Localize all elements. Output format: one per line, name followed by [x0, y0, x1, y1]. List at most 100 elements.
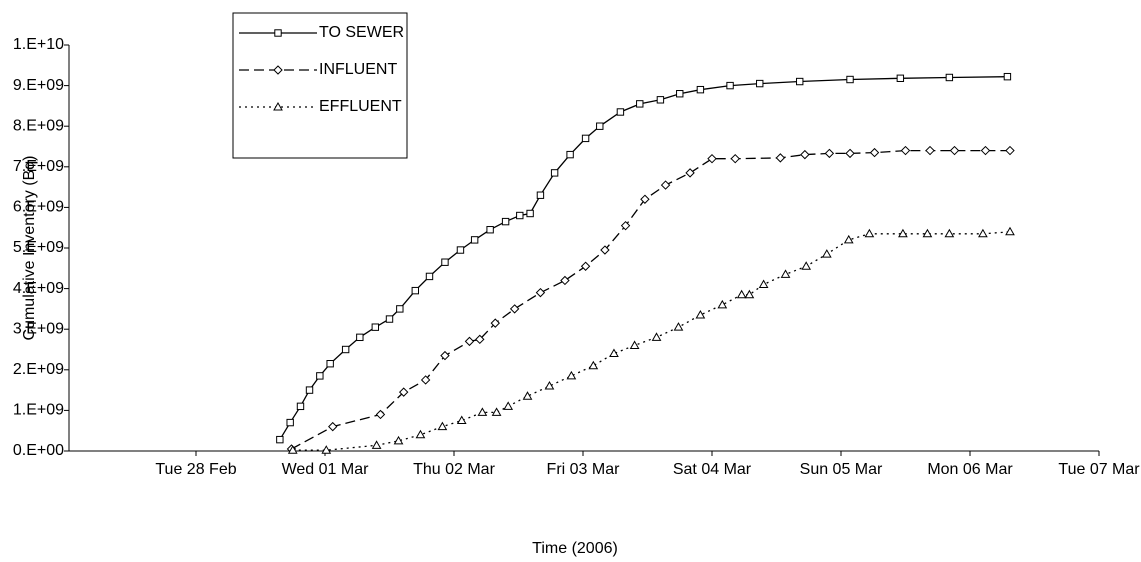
legend-label: TO SEWER — [319, 24, 404, 41]
marker — [536, 191, 545, 199]
marker — [581, 134, 590, 143]
marker — [620, 220, 631, 231]
marker — [273, 65, 283, 75]
marker — [276, 435, 284, 444]
marker — [780, 269, 791, 278]
marker — [544, 381, 555, 390]
marker — [396, 305, 404, 313]
marker — [945, 73, 954, 82]
marker — [516, 211, 524, 220]
marker — [274, 29, 282, 37]
marker — [896, 74, 905, 82]
marker — [616, 108, 625, 116]
marker — [566, 150, 574, 159]
y-tick-label: 6.E+09 — [13, 199, 64, 216]
marker — [656, 96, 665, 104]
marker — [596, 122, 604, 130]
marker — [900, 145, 911, 156]
marker — [758, 279, 769, 289]
marker — [437, 421, 448, 431]
marker — [464, 336, 475, 347]
marker — [730, 153, 740, 164]
marker — [371, 323, 380, 331]
marker — [393, 435, 404, 445]
marker — [796, 77, 804, 86]
marker — [456, 415, 467, 425]
y-tick-label: 0.E+00 — [13, 442, 64, 459]
y-tick-label: 3.E+09 — [13, 320, 64, 337]
marker — [922, 228, 933, 238]
marker — [535, 287, 546, 298]
marker — [775, 153, 786, 163]
x-tick-label: Wed 01 Mar — [282, 461, 370, 478]
marker — [560, 275, 570, 286]
marker — [491, 407, 502, 416]
marker — [425, 272, 434, 281]
marker — [456, 246, 465, 254]
marker — [846, 75, 854, 84]
marker — [685, 168, 695, 178]
y-tick-label: 8.E+09 — [13, 117, 64, 134]
marker — [801, 261, 812, 270]
marker — [588, 360, 599, 370]
marker — [441, 258, 449, 266]
marker — [273, 101, 283, 111]
marker — [398, 387, 409, 397]
marker — [566, 370, 577, 380]
marker — [375, 409, 386, 420]
marker — [316, 372, 324, 380]
y-tick-label: 1.E+10 — [13, 36, 64, 53]
marker — [600, 245, 610, 255]
legend-label: INFLUENT — [319, 61, 397, 78]
marker — [949, 145, 960, 156]
marker — [470, 236, 479, 244]
marker — [1003, 72, 1012, 81]
x-tick-label: Fri 03 Mar — [547, 461, 621, 478]
marker — [411, 286, 420, 295]
marker — [503, 401, 514, 410]
marker — [925, 145, 935, 156]
marker — [550, 169, 559, 177]
marker — [864, 228, 875, 238]
marker — [341, 345, 350, 354]
marker — [717, 299, 728, 309]
marker — [580, 261, 591, 271]
y-tick-label: 7.E+09 — [13, 158, 64, 175]
marker — [944, 228, 955, 238]
series-line — [291, 149, 1010, 450]
marker — [1005, 226, 1015, 236]
y-tick-label: 2.E+09 — [13, 361, 64, 378]
marker — [980, 145, 991, 156]
y-tick-label: 9.E+09 — [13, 77, 64, 94]
marker — [636, 100, 644, 108]
marker — [843, 234, 854, 244]
marker — [744, 289, 755, 299]
x-tick-label: Sat 04 Mar — [673, 461, 752, 478]
marker — [440, 350, 450, 361]
marker — [695, 309, 706, 319]
y-tick-label: 5.E+09 — [13, 239, 64, 256]
marker — [660, 180, 671, 190]
marker — [726, 81, 734, 90]
marker — [676, 90, 684, 98]
legend-label: EFFLUENT — [319, 98, 402, 115]
marker — [286, 418, 294, 427]
marker — [673, 322, 684, 331]
x-tick-label: Sun 05 Mar — [800, 461, 883, 478]
marker — [845, 148, 855, 159]
marker — [696, 85, 705, 94]
marker — [821, 249, 832, 258]
marker — [490, 318, 500, 328]
marker — [800, 149, 810, 160]
x-axis-title: Time (2006) — [532, 540, 618, 557]
marker — [978, 228, 988, 238]
marker — [522, 391, 533, 400]
marker — [651, 332, 662, 341]
legend: TO SEWER INFLUENT EFFLUENT — [232, 12, 408, 159]
marker — [415, 429, 426, 439]
y-axis-title: Cumulative Inventory (Bq) — [21, 156, 38, 341]
marker — [640, 194, 650, 204]
marker — [326, 360, 334, 368]
y-tick-label: 4.E+09 — [13, 280, 64, 297]
